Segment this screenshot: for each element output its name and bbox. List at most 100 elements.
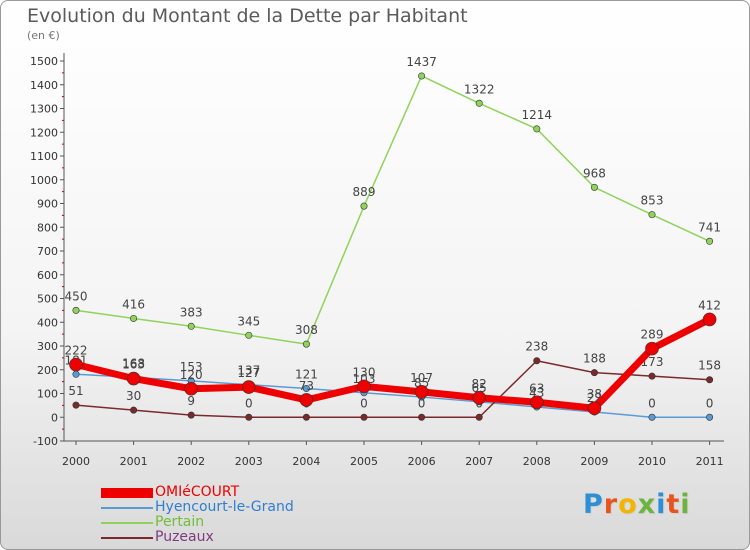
chart-title: Evolution du Montant de la Dette par Hab… bbox=[27, 5, 468, 27]
data-point-OMIéCOURT bbox=[184, 381, 198, 396]
y-tick-label: 400 bbox=[37, 316, 58, 329]
data-point-Hyencourt-le-Grand bbox=[72, 370, 80, 378]
y-tick-label: 1300 bbox=[30, 103, 58, 116]
data-point-Hyencourt-le-Grand bbox=[648, 413, 656, 421]
data-label-OMIéCOURT: 222 bbox=[65, 344, 88, 358]
y-tick-label: 700 bbox=[37, 245, 58, 258]
data-label-OMIéCOURT: 130 bbox=[353, 365, 376, 379]
legend-swatch bbox=[101, 506, 153, 509]
y-tick-label: 1500 bbox=[30, 55, 58, 68]
proxiti-logo: Proxiti bbox=[583, 489, 691, 520]
data-label-OMIéCOURT: 412 bbox=[698, 298, 721, 312]
data-label-Pertain: 741 bbox=[698, 220, 721, 234]
data-point-Pertain bbox=[302, 340, 310, 348]
legend-swatch bbox=[101, 536, 153, 539]
x-tick-label: 2005 bbox=[350, 455, 378, 468]
x-tick-label: 2002 bbox=[177, 455, 205, 468]
data-label-OMIéCOURT: 38 bbox=[587, 387, 602, 401]
data-label-Pertain: 968 bbox=[583, 166, 606, 180]
data-point-OMIéCOURT bbox=[242, 380, 256, 394]
data-point-OMIéCOURT bbox=[587, 401, 602, 416]
data-point-Puzeaux bbox=[245, 413, 253, 421]
data-point-OMIéCOURT bbox=[472, 390, 487, 405]
y-tick-label: -100 bbox=[33, 435, 58, 448]
data-point-Puzeaux bbox=[533, 357, 541, 365]
y-tick-label: 600 bbox=[37, 269, 58, 282]
data-label-Hyencourt-le-Grand: 0 bbox=[706, 396, 714, 410]
data-point-Puzeaux bbox=[130, 406, 138, 414]
legend-item: Puzeaux bbox=[101, 530, 294, 545]
data-label-OMIéCOURT: 63 bbox=[529, 381, 544, 395]
data-point-Puzeaux bbox=[360, 413, 368, 421]
data-point-Pertain bbox=[418, 72, 426, 80]
y-tick-label: 1200 bbox=[30, 126, 58, 139]
data-label-Puzeaux: 0 bbox=[360, 396, 368, 410]
data-point-OMIéCOURT bbox=[357, 379, 371, 394]
data-point-OMIéCOURT bbox=[702, 312, 717, 327]
data-point-Hyencourt-le-Grand bbox=[302, 385, 310, 393]
data-point-Pertain bbox=[245, 331, 253, 339]
y-tick-label: 1400 bbox=[30, 79, 58, 92]
data-label-Pertain: 853 bbox=[641, 194, 664, 208]
legend-item: Pertain bbox=[101, 515, 294, 530]
legend-label: OMIéCOURT bbox=[155, 484, 240, 500]
legend-item: OMIéCOURT bbox=[101, 485, 294, 500]
data-label-OMIéCOURT: 120 bbox=[180, 368, 203, 382]
data-label-OMIéCOURT: 107 bbox=[410, 371, 433, 385]
y-tick-label: 200 bbox=[37, 364, 58, 377]
data-label-Pertain: 1214 bbox=[522, 108, 553, 122]
data-point-Puzeaux bbox=[648, 372, 656, 380]
x-tick-label: 2011 bbox=[696, 455, 724, 468]
data-point-Pertain bbox=[706, 237, 714, 245]
y-tick-label: 100 bbox=[37, 388, 58, 401]
data-point-OMIéCOURT bbox=[299, 393, 314, 407]
data-label-Hyencourt-le-Grand: 137 bbox=[237, 364, 260, 378]
series-line-Puzeaux bbox=[75, 359, 711, 418]
data-label-OMIéCOURT: 127 bbox=[237, 366, 260, 380]
data-point-Puzeaux bbox=[418, 413, 426, 421]
data-label-Pertain: 308 bbox=[295, 323, 318, 337]
data-point-Pertain bbox=[533, 125, 541, 133]
data-label-Puzeaux: 51 bbox=[68, 384, 83, 398]
data-point-Pertain bbox=[72, 306, 80, 314]
data-point-OMIéCOURT bbox=[126, 371, 141, 386]
x-tick-label: 2000 bbox=[62, 455, 90, 468]
data-label-Pertain: 1437 bbox=[406, 55, 437, 69]
data-label-Hyencourt-le-Grand: 153 bbox=[180, 360, 203, 374]
data-point-Puzeaux bbox=[187, 411, 195, 419]
x-tick-label: 2010 bbox=[638, 455, 666, 468]
x-tick-label: 2001 bbox=[120, 455, 148, 468]
data-label-OMIéCOURT: 163 bbox=[122, 358, 145, 372]
chart-legend: OMIéCOURT Hyencourt-le-Grand Pertain Puzeau… bbox=[101, 485, 294, 545]
legend-swatch bbox=[101, 487, 153, 498]
data-label-Puzeaux: 9 bbox=[187, 394, 195, 408]
data-label-OMIéCOURT: 82 bbox=[472, 377, 487, 391]
data-label-Hyencourt-le-Grand: 103 bbox=[353, 372, 376, 386]
data-point-Puzeaux bbox=[590, 369, 598, 377]
data-label-Hyencourt-le-Grand: 43 bbox=[529, 386, 544, 400]
data-label-OMIéCOURT: 73 bbox=[299, 379, 314, 393]
legend-label: Puzeaux bbox=[155, 529, 214, 545]
data-point-Pertain bbox=[187, 322, 195, 330]
x-tick-label: 2003 bbox=[235, 455, 263, 468]
data-label-Puzeaux: 0 bbox=[418, 396, 426, 410]
data-label-Hyencourt-le-Grand: 65 bbox=[472, 381, 487, 395]
legend-label: Hyencourt-le-Grand bbox=[155, 499, 294, 515]
data-point-Pertain bbox=[475, 99, 483, 107]
y-tick-label: 500 bbox=[37, 293, 58, 306]
series-line-Pertain bbox=[75, 75, 711, 345]
chart-subtitle: (en €) bbox=[27, 29, 60, 42]
data-label-Puzeaux: 0 bbox=[245, 396, 253, 410]
data-point-Pertain bbox=[590, 183, 598, 191]
data-point-Puzeaux bbox=[72, 401, 80, 409]
y-tick-label: 300 bbox=[37, 340, 58, 353]
data-label-Puzeaux: 158 bbox=[698, 359, 721, 373]
data-label-Hyencourt-le-Grand: 0 bbox=[648, 396, 656, 410]
data-label-Puzeaux: 30 bbox=[126, 389, 141, 403]
y-tick-label: 0 bbox=[51, 411, 58, 424]
series-line-Hyencourt-le-Grand bbox=[75, 373, 711, 418]
data-point-OMIéCOURT bbox=[414, 385, 429, 399]
data-label-Pertain: 1322 bbox=[464, 82, 495, 96]
